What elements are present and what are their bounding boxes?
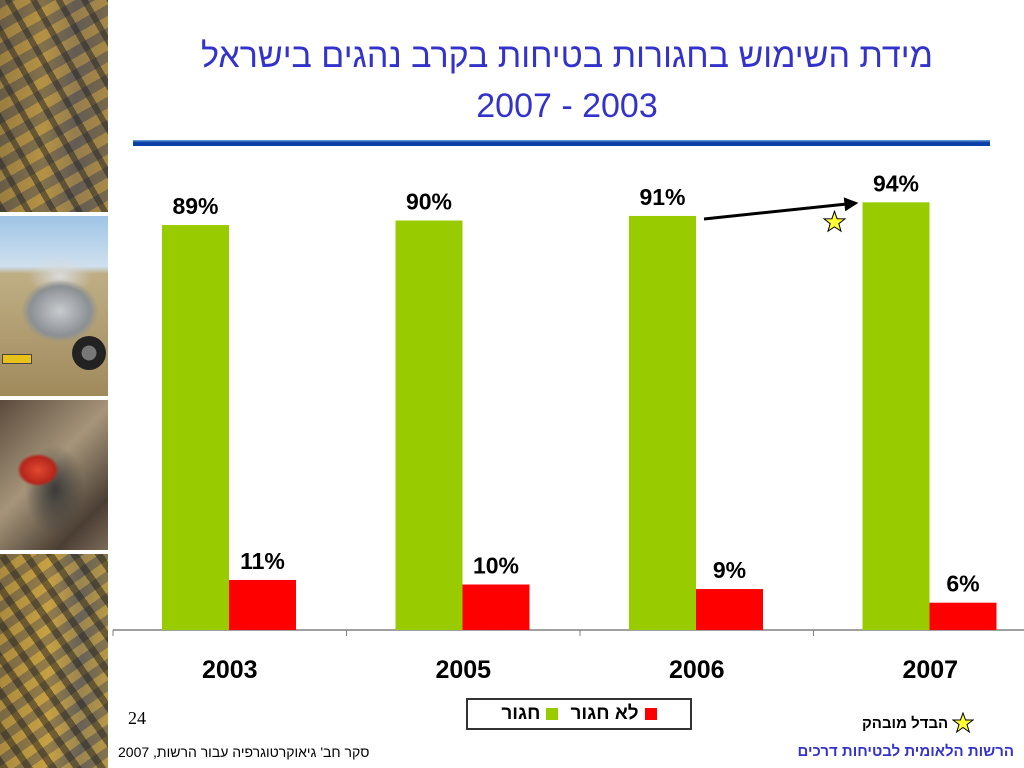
bar-belted-2007: [862, 202, 930, 631]
traffic-photo-bottom: [0, 554, 108, 768]
bar-unbelted-2007: [929, 602, 997, 630]
category-label-2006: 2006: [669, 656, 725, 684]
footer-source: סקר חב' גיאוקרטוגרפיה עבור הרשות, 2007: [118, 744, 370, 760]
chart-legend: חגור לא חגור: [466, 698, 692, 730]
data-label-unbelted-2003: 11%: [240, 548, 285, 574]
significance-star-icon: [822, 209, 847, 233]
significance-legend: הבדל מובהק: [862, 712, 975, 734]
bar-unbelted-2006: [696, 589, 763, 630]
category-label-2007: 2007: [902, 656, 958, 684]
page-number: 24: [128, 708, 146, 728]
slide-subtitle-years: 2007 - 2003: [476, 87, 658, 125]
significance-arrow: [703, 202, 845, 221]
traffic-photo: [0, 0, 108, 212]
data-label-belted-2003: 89%: [172, 193, 218, 219]
data-label-unbelted-2007: 6%: [946, 571, 979, 597]
slide-title: מידת השימוש בחגורות בטיחות בקרב נהגים בי…: [201, 37, 933, 75]
arrow-head: [843, 197, 859, 212]
category-label-2003: 2003: [202, 656, 258, 684]
car-wheel: [72, 336, 106, 370]
legend-swatch-belted: [546, 708, 559, 720]
footer-organization: הרשות הלאומית לבטיחות דרכים: [797, 743, 1014, 760]
car-crash-photo: [0, 216, 108, 396]
photo-strip: [0, 0, 108, 768]
star-icon: [952, 712, 975, 734]
bar-unbelted-2005: [462, 584, 530, 630]
data-label-unbelted-2006: 9%: [713, 557, 746, 583]
bar-belted-2003: [162, 225, 229, 631]
legend-label-unbelted: לא חגור: [570, 703, 639, 724]
category-label-2005: 2005: [435, 656, 491, 684]
seatbelt-bar-chart: 89% 11% 2003 90% 10% 2005 91% 9% 2006 94% 6% 2007: [112, 170, 1024, 684]
legend-item-belted: חגור: [501, 703, 559, 725]
significance-legend-label: הבדל מובהק: [862, 714, 949, 732]
title-underline: [133, 140, 990, 146]
license-plate: [2, 354, 32, 364]
legend-item-unbelted: לא חגור: [570, 703, 657, 725]
data-label-unbelted-2005: 10%: [473, 553, 519, 579]
legend-label-belted: חגור: [501, 703, 541, 724]
bar-belted-2006: [629, 215, 696, 630]
rescue-worker-photo: [0, 400, 108, 550]
data-label-belted-2007: 94%: [873, 170, 919, 196]
bar-unbelted-2003: [229, 579, 296, 630]
legend-swatch-unbelted: [644, 708, 657, 720]
data-label-belted-2005: 90%: [406, 189, 452, 215]
data-label-belted-2006: 91%: [639, 184, 685, 210]
bar-belted-2005: [395, 220, 463, 630]
